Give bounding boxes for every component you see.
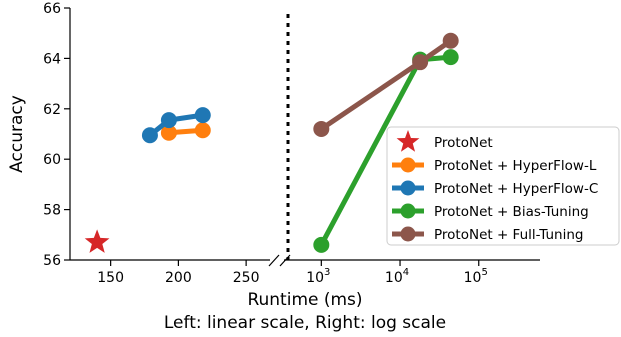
legend-marker: [396, 130, 420, 152]
data-point: [412, 54, 429, 71]
series-protonet-hyperflow-c: [141, 107, 211, 144]
legend: ProtoNet ProtoNet + HyperFlow-L ProtoNet +…: [386, 126, 620, 246]
x-tick-label: 103: [306, 267, 330, 286]
axes: 56 58 60 62 64 66 150 200 250 103 104 105: [43, 1, 540, 286]
y-tick-label: 62: [43, 102, 61, 118]
series-protonet-full-tuning: [313, 32, 459, 137]
y-axis-label: Accuracy: [7, 95, 27, 173]
axis-break-mark: [268, 254, 280, 267]
legend-entry: ProtoNet + Bias-Tuning: [392, 203, 589, 220]
series-protonet-hyperflow-l: [160, 122, 211, 141]
series-line: [319, 38, 453, 132]
data-point: [442, 32, 459, 49]
data-point: [194, 122, 211, 139]
x-tick-label: 250: [233, 270, 260, 286]
legend-entry: ProtoNet + Full-Tuning: [392, 226, 583, 243]
data-point: [160, 124, 177, 141]
y-tick-label: 58: [43, 203, 61, 219]
x-tick-label: 150: [97, 270, 124, 286]
data-point: [442, 49, 459, 66]
legend-label: ProtoNet + Full-Tuning: [434, 227, 583, 243]
y-tick-label: 66: [43, 1, 61, 17]
data-point: [194, 107, 211, 124]
legend-marker: [400, 180, 416, 196]
x-tick-label: 105: [464, 267, 488, 286]
legend-entry: ProtoNet + HyperFlow-L: [392, 157, 597, 174]
x-tick-label: 104: [385, 267, 409, 286]
legend-box: [386, 126, 620, 246]
data-point: [313, 120, 330, 137]
legend-marker: [400, 226, 416, 242]
data-point: [84, 229, 110, 253]
y-tick-label: 56: [43, 253, 61, 269]
plot-area: [84, 32, 459, 253]
y-tick-label: 60: [43, 152, 61, 168]
legend-marker: [400, 157, 416, 173]
chart-subtitle: Left: linear scale, Right: log scale: [164, 313, 446, 333]
legend-label: ProtoNet + HyperFlow-C: [434, 181, 598, 197]
legend-label: ProtoNet: [434, 135, 493, 151]
legend-label: ProtoNet + HyperFlow-L: [434, 158, 597, 174]
x-tick-label: 200: [165, 270, 192, 286]
legend-marker: [400, 203, 416, 219]
series-protonet: [84, 229, 110, 253]
x-axis-label: Runtime (ms): [247, 290, 362, 310]
axis-break-mark: [279, 254, 291, 267]
data-point: [141, 127, 158, 144]
legend-entry: ProtoNet: [396, 130, 493, 152]
data-point: [313, 236, 330, 253]
legend-entry: ProtoNet + HyperFlow-C: [392, 180, 598, 197]
y-tick-label: 64: [43, 51, 61, 67]
data-point: [160, 112, 177, 129]
legend-label: ProtoNet + Bias-Tuning: [434, 204, 589, 220]
